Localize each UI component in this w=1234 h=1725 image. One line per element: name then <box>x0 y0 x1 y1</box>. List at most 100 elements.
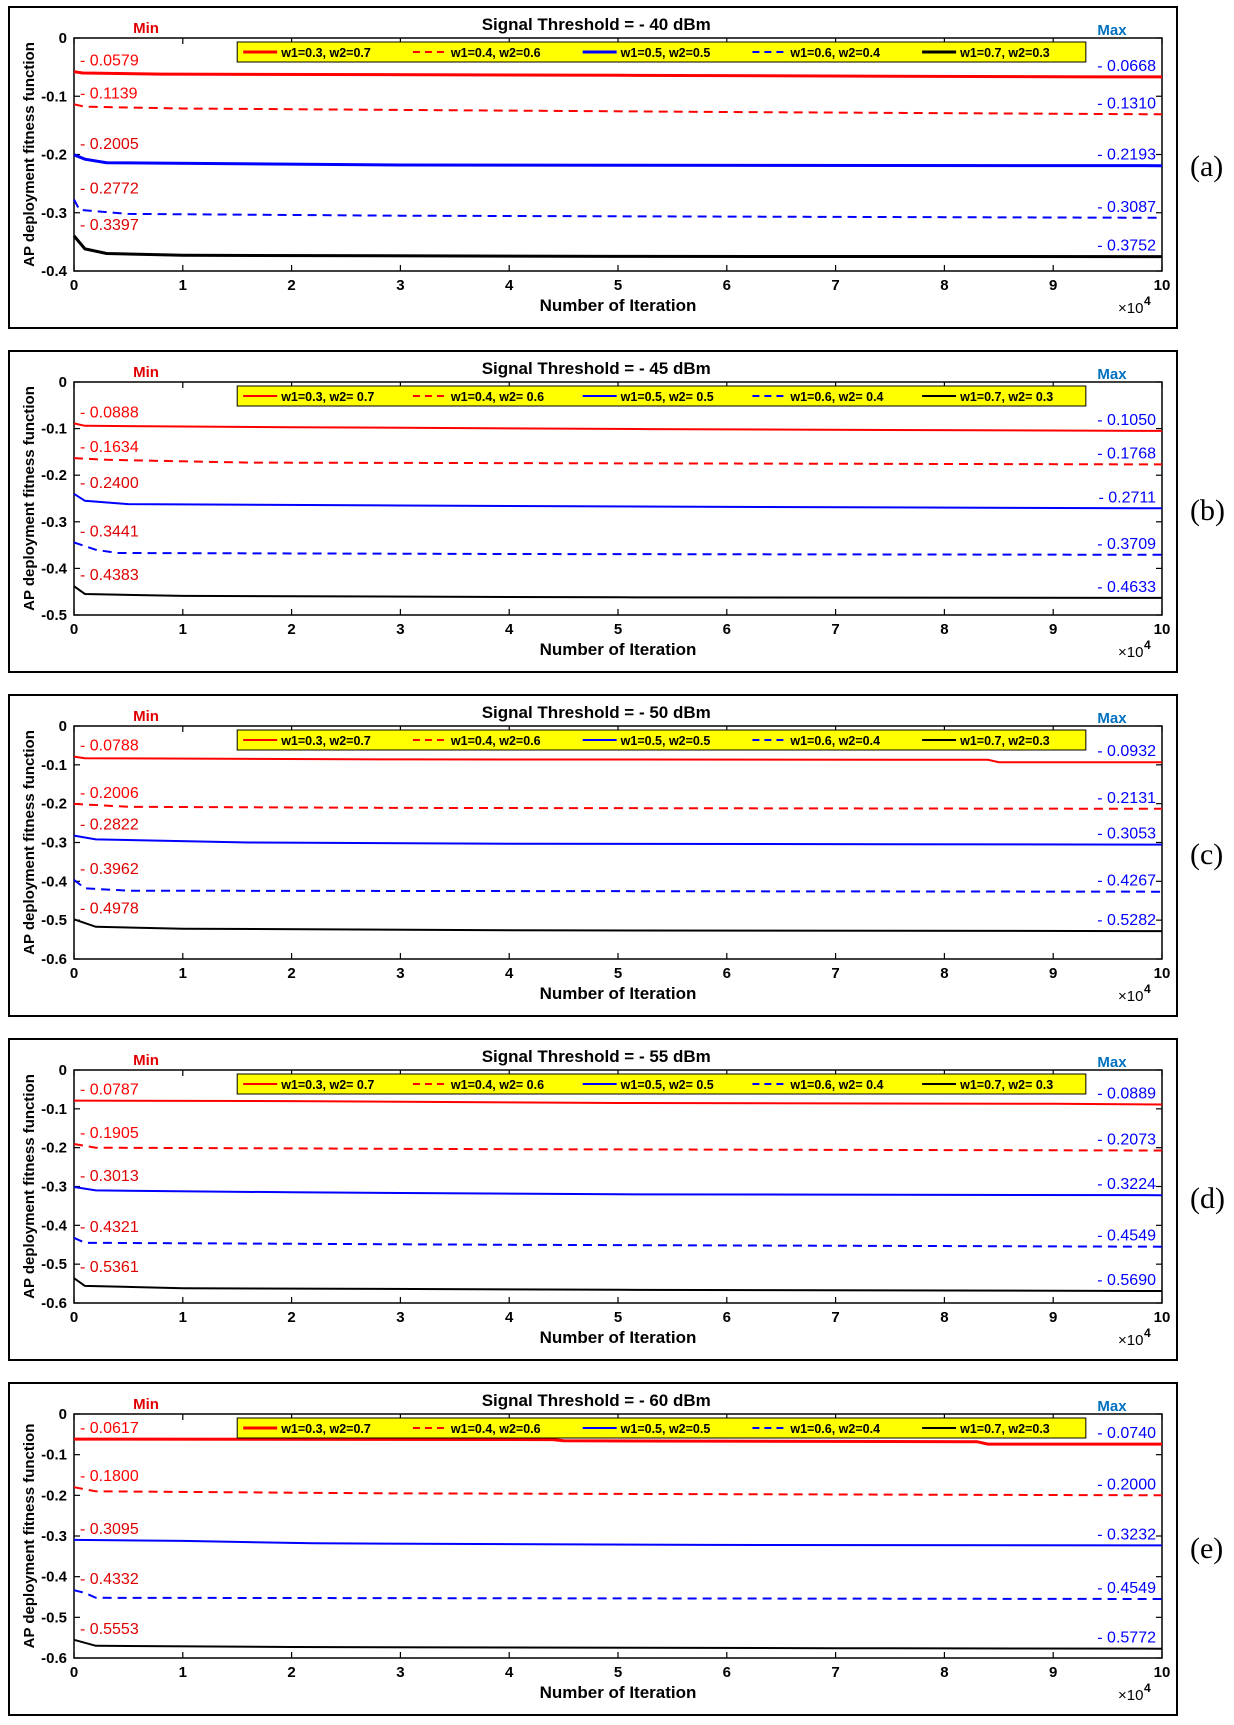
max-value-label: - 0.4549 <box>1097 1228 1156 1245</box>
x-tick-label: 3 <box>396 965 404 982</box>
min-value-label: - 0.0579 <box>80 53 139 70</box>
x-tick-label: 9 <box>1049 277 1057 294</box>
x-exponent-power: 4 <box>1144 638 1151 652</box>
x-tick-label: 5 <box>614 621 622 638</box>
min-value-label: - 0.3962 <box>80 861 139 878</box>
max-value-label: - 0.2073 <box>1097 1132 1156 1149</box>
max-value-label: - 0.3232 <box>1097 1526 1156 1543</box>
series-line-2 <box>73 103 1163 116</box>
x-exponent-label: ×10 <box>1118 644 1143 661</box>
x-tick-label: 10 <box>1154 277 1171 294</box>
plot-area <box>73 1413 1163 1659</box>
x-tick-label: 1 <box>179 621 187 638</box>
y-tick-label: -0.2 <box>41 147 67 164</box>
y-tick-label: -0.2 <box>41 467 67 484</box>
legend-entry: w1=0.5, w2= 0.5 <box>620 1078 714 1092</box>
y-tick-label: -0.5 <box>41 912 67 929</box>
x-tick-label: 10 <box>1154 965 1171 982</box>
chart-title: Signal Threshold = - 50 dBm <box>482 703 711 722</box>
y-tick-label: -0.1 <box>41 88 67 105</box>
x-tick-label: 8 <box>940 621 948 638</box>
max-value-label: - 0.3224 <box>1097 1176 1156 1193</box>
x-tick-label: 7 <box>831 277 839 294</box>
min-header: Min <box>133 20 159 37</box>
y-tick-label: -0.4 <box>41 263 68 280</box>
min-value-label: - 0.3013 <box>80 1168 139 1185</box>
x-axis-label: Number of Iteration <box>540 1328 697 1347</box>
y-tick-label: -0.5 <box>41 607 67 624</box>
series-line-2 <box>73 1143 1163 1152</box>
series-line-2 <box>73 1486 1163 1497</box>
series-line-4 <box>73 1236 1163 1248</box>
plot-area <box>73 381 1163 616</box>
min-header: Min <box>133 1396 159 1413</box>
x-tick-label: 8 <box>940 277 948 294</box>
x-tick-label: 4 <box>505 1309 514 1326</box>
legend-entry: w1=0.7, w2=0.3 <box>959 46 1050 60</box>
y-tick-label: -0.3 <box>41 1528 67 1545</box>
legend-entry: w1=0.3, w2=0.7 <box>280 1422 371 1436</box>
series-line-1 <box>73 422 1163 432</box>
series-line-3 <box>73 1186 1163 1197</box>
y-tick-label: -0.4 <box>41 1217 68 1234</box>
y-tick-label: 0 <box>59 1406 67 1423</box>
max-header: Max <box>1097 710 1127 727</box>
min-header: Min <box>133 708 159 725</box>
max-value-label: - 0.5282 <box>1097 912 1156 929</box>
series-line-3 <box>73 834 1163 846</box>
x-exponent-power: 4 <box>1144 1326 1151 1340</box>
legend-entry: w1=0.6, w2=0.4 <box>789 1422 880 1436</box>
x-exponent-power: 4 <box>1144 982 1151 996</box>
y-tick-label: -0.5 <box>41 1609 67 1626</box>
legend-entry: w1=0.4, w2= 0.6 <box>450 1078 544 1092</box>
series-line-1 <box>73 1099 1163 1106</box>
x-tick-label: 9 <box>1049 1664 1057 1681</box>
chart-title: Signal Threshold = - 60 dBm <box>482 1391 711 1410</box>
series-line-4 <box>73 541 1163 556</box>
x-tick-label: 6 <box>723 1309 731 1326</box>
x-tick-label: 0 <box>70 277 78 294</box>
max-value-label: - 0.4549 <box>1097 1580 1156 1597</box>
max-value-label: - 0.2193 <box>1097 147 1156 164</box>
y-axis-label: AP deployment fitness function <box>21 1424 38 1649</box>
panel-label-b: (b) <box>1190 494 1225 527</box>
legend-entry: w1=0.4, w2=0.6 <box>450 1422 541 1436</box>
min-value-label: - 0.2822 <box>80 817 139 834</box>
y-tick-label: -0.3 <box>41 1179 67 1196</box>
min-value-label: - 0.0888 <box>80 404 139 421</box>
legend-entry: w1=0.3, w2= 0.7 <box>280 1078 374 1092</box>
y-tick-label: -0.6 <box>41 1295 67 1312</box>
x-tick-label: 9 <box>1049 621 1057 638</box>
min-value-label: - 0.1634 <box>80 439 139 456</box>
legend-entry: w1=0.5, w2=0.5 <box>620 46 711 60</box>
max-value-label: - 0.5772 <box>1097 1630 1156 1647</box>
panel-label-a: (a) <box>1190 150 1224 183</box>
x-tick-label: 3 <box>396 621 404 638</box>
y-tick-label: -0.3 <box>41 835 67 852</box>
legend-entry: w1=0.5, w2=0.5 <box>620 734 711 748</box>
x-tick-label: 3 <box>396 1309 404 1326</box>
min-value-label: - 0.0617 <box>80 1420 139 1437</box>
y-tick-label: -0.3 <box>41 205 67 222</box>
x-tick-label: 3 <box>396 1664 404 1681</box>
x-tick-label: 4 <box>505 1664 514 1681</box>
chart-title: Signal Threshold = - 40 dBm <box>482 15 711 34</box>
x-tick-label: 1 <box>179 277 187 294</box>
x-axis-label: Number of Iteration <box>540 640 697 659</box>
max-value-label: - 0.4633 <box>1097 579 1156 596</box>
x-tick-label: 7 <box>831 1309 839 1326</box>
min-value-label: - 0.2772 <box>80 180 139 197</box>
series-line-4 <box>73 1589 1163 1600</box>
min-header: Min <box>133 364 159 381</box>
max-value-label: - 0.1050 <box>1097 412 1156 429</box>
max-value-label: - 0.0668 <box>1097 58 1156 75</box>
chart-svg-b: 0 1 2 3 4 5 6 7 8 9 10 0 -0.1 -0.2 -0.3 -0.4 -0.5 Signal … <box>21 359 1170 661</box>
max-header: Max <box>1097 22 1127 39</box>
y-tick-label: -0.6 <box>41 951 67 968</box>
min-value-label: - 0.0787 <box>80 1082 139 1099</box>
y-axis-label: AP deployment fitness function <box>21 730 38 955</box>
x-tick-label: 4 <box>505 621 514 638</box>
x-tick-label: 10 <box>1154 1664 1171 1681</box>
series-line-4 <box>73 879 1163 893</box>
legend-entry: w1=0.4, w2=0.6 <box>450 734 541 748</box>
